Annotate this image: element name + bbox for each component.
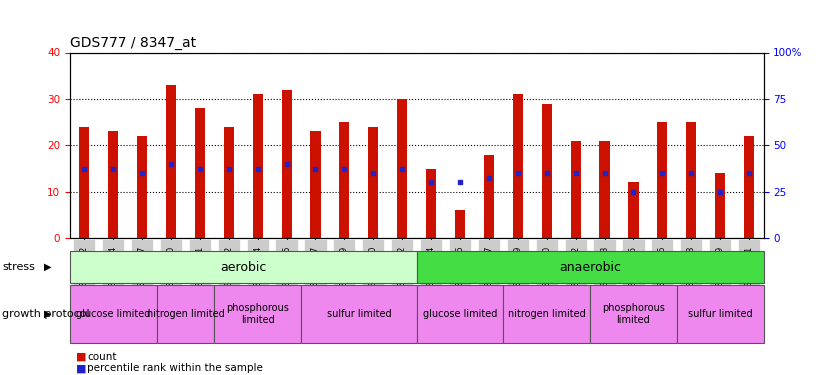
Text: GDS777 / 8347_at: GDS777 / 8347_at (70, 36, 196, 50)
Bar (79, 127, 89, 238)
Bar (484, 154, 494, 238)
Text: phosphorous
limited: phosphorous limited (602, 303, 665, 325)
Text: ■: ■ (76, 352, 86, 362)
Bar (301, 285, 416, 343)
Text: sulfur limited: sulfur limited (688, 309, 753, 319)
Text: nitrogen limited: nitrogen limited (146, 309, 224, 319)
Bar (590, 285, 677, 343)
Text: ▶: ▶ (44, 262, 51, 272)
Text: nitrogen limited: nitrogen limited (508, 309, 585, 319)
Text: glucose limited: glucose limited (76, 309, 150, 319)
Text: stress: stress (2, 262, 35, 272)
Text: ▶: ▶ (44, 309, 51, 319)
Bar (571, 141, 580, 238)
Bar (599, 141, 610, 238)
Text: aerobic: aerobic (220, 261, 266, 274)
Text: phosphorous
limited: phosphorous limited (227, 303, 289, 325)
Bar (223, 127, 234, 238)
Text: percentile rank within the sample: percentile rank within the sample (87, 363, 263, 373)
Bar (282, 90, 291, 238)
Bar (108, 131, 118, 238)
Bar (195, 108, 205, 238)
Bar (426, 168, 436, 238)
Text: glucose limited: glucose limited (423, 309, 498, 319)
Bar (339, 122, 350, 238)
Text: anaerobic: anaerobic (559, 261, 621, 274)
Bar (503, 285, 590, 343)
Bar (369, 127, 378, 238)
Bar (715, 173, 725, 238)
Bar (455, 210, 465, 238)
Text: ■: ■ (76, 363, 86, 373)
Bar (686, 122, 696, 238)
Bar (70, 251, 417, 283)
Bar (417, 251, 764, 283)
Bar (677, 285, 764, 343)
Text: count: count (87, 352, 117, 362)
Bar (310, 131, 320, 238)
Bar (417, 285, 503, 343)
Bar (744, 136, 754, 238)
Bar (157, 285, 214, 343)
Bar (253, 94, 263, 238)
Bar (513, 94, 523, 238)
Bar (214, 285, 301, 343)
Bar (137, 136, 147, 238)
Bar (658, 122, 667, 238)
Bar (70, 285, 157, 343)
Text: sulfur limited: sulfur limited (327, 309, 391, 319)
Bar (628, 183, 639, 238)
Text: growth protocol: growth protocol (2, 309, 90, 319)
Bar (397, 99, 407, 238)
Bar (166, 85, 176, 238)
Bar (542, 104, 552, 238)
